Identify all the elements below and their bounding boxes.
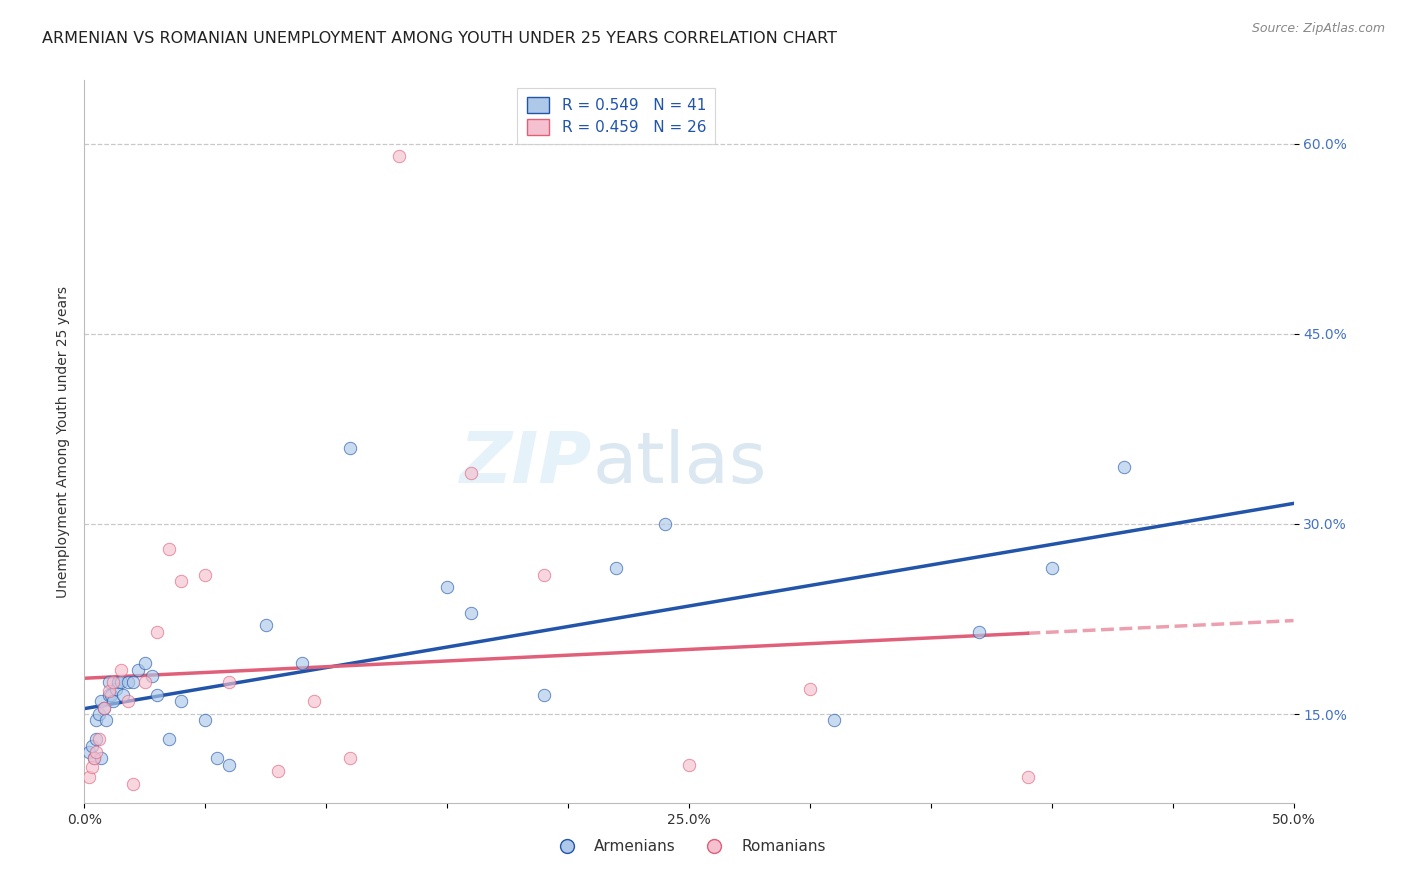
Point	[533, 567, 555, 582]
Point	[100, 688, 122, 702]
Point	[87, 732, 110, 747]
Point	[146, 624, 169, 639]
Text: Source: ZipAtlas.com: Source: ZipAtlas.com	[1251, 22, 1385, 36]
Point	[1114, 459, 1136, 474]
Point	[605, 561, 627, 575]
Text: atlas: atlas	[592, 429, 766, 498]
Point	[678, 757, 700, 772]
Point	[103, 675, 125, 690]
Point	[93, 700, 115, 714]
Legend: Armenians, Romanians: Armenians, Romanians	[546, 833, 832, 860]
Point	[267, 764, 290, 778]
Point	[110, 675, 132, 690]
Point	[121, 675, 143, 690]
Point	[103, 694, 125, 708]
Point	[1040, 561, 1063, 575]
Text: ARMENIAN VS ROMANIAN UNEMPLOYMENT AMONG YOUTH UNDER 25 YEARS CORRELATION CHART: ARMENIAN VS ROMANIAN UNEMPLOYMENT AMONG …	[42, 31, 837, 46]
Point	[823, 714, 845, 728]
Point	[254, 618, 277, 632]
Point	[80, 760, 103, 774]
Point	[967, 624, 990, 639]
Point	[170, 574, 193, 588]
Point	[87, 707, 110, 722]
Point	[112, 688, 135, 702]
Y-axis label: Unemployment Among Youth under 25 years: Unemployment Among Youth under 25 years	[56, 285, 70, 598]
Point	[97, 675, 120, 690]
Point	[107, 675, 129, 690]
Point	[339, 441, 361, 455]
Point	[80, 739, 103, 753]
Point	[460, 467, 482, 481]
Point	[799, 681, 821, 696]
Point	[141, 669, 163, 683]
Point	[194, 567, 217, 582]
Point	[218, 757, 240, 772]
Point	[97, 684, 120, 698]
Point	[436, 580, 458, 594]
Point	[94, 714, 117, 728]
Point	[388, 149, 411, 163]
Point	[117, 675, 139, 690]
Point	[127, 663, 149, 677]
Point	[110, 663, 132, 677]
Point	[146, 688, 169, 702]
Point	[291, 657, 314, 671]
Point	[86, 732, 108, 747]
Point	[194, 714, 217, 728]
Point	[170, 694, 193, 708]
Point	[77, 771, 100, 785]
Point	[460, 606, 482, 620]
Point	[1017, 771, 1039, 785]
Point	[134, 675, 156, 690]
Point	[86, 714, 108, 728]
Point	[97, 688, 120, 702]
Point	[83, 751, 105, 765]
Point	[86, 745, 108, 759]
Point	[90, 751, 112, 765]
Point	[117, 694, 139, 708]
Point	[121, 777, 143, 791]
Point	[83, 751, 105, 765]
Point	[157, 542, 180, 557]
Point	[157, 732, 180, 747]
Point	[654, 516, 676, 531]
Point	[533, 688, 555, 702]
Point	[93, 700, 115, 714]
Point	[90, 694, 112, 708]
Text: ZIP: ZIP	[460, 429, 592, 498]
Point	[339, 751, 361, 765]
Point	[77, 745, 100, 759]
Point	[134, 657, 156, 671]
Point	[104, 681, 127, 696]
Point	[218, 675, 240, 690]
Point	[207, 751, 229, 765]
Point	[302, 694, 325, 708]
